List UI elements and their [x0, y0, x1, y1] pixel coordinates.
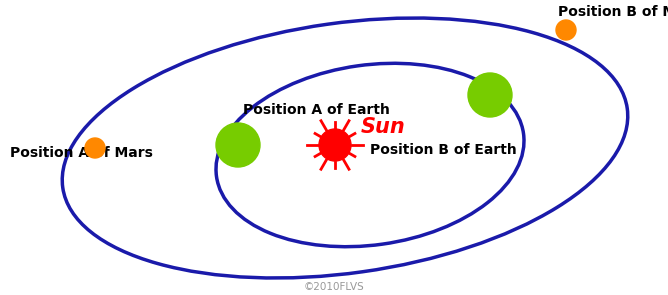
Text: Position A of Mars: Position A of Mars	[10, 146, 153, 160]
Text: Sun: Sun	[361, 117, 405, 137]
Text: Position B of Earth: Position B of Earth	[370, 143, 517, 157]
Circle shape	[216, 123, 260, 167]
Text: ©2010FLVS: ©2010FLVS	[304, 282, 364, 292]
Circle shape	[468, 73, 512, 117]
Text: Position A of Earth: Position A of Earth	[243, 103, 390, 117]
Circle shape	[319, 129, 351, 161]
Circle shape	[556, 20, 576, 40]
Circle shape	[85, 138, 105, 158]
Text: Position B of Mars: Position B of Mars	[558, 5, 668, 19]
